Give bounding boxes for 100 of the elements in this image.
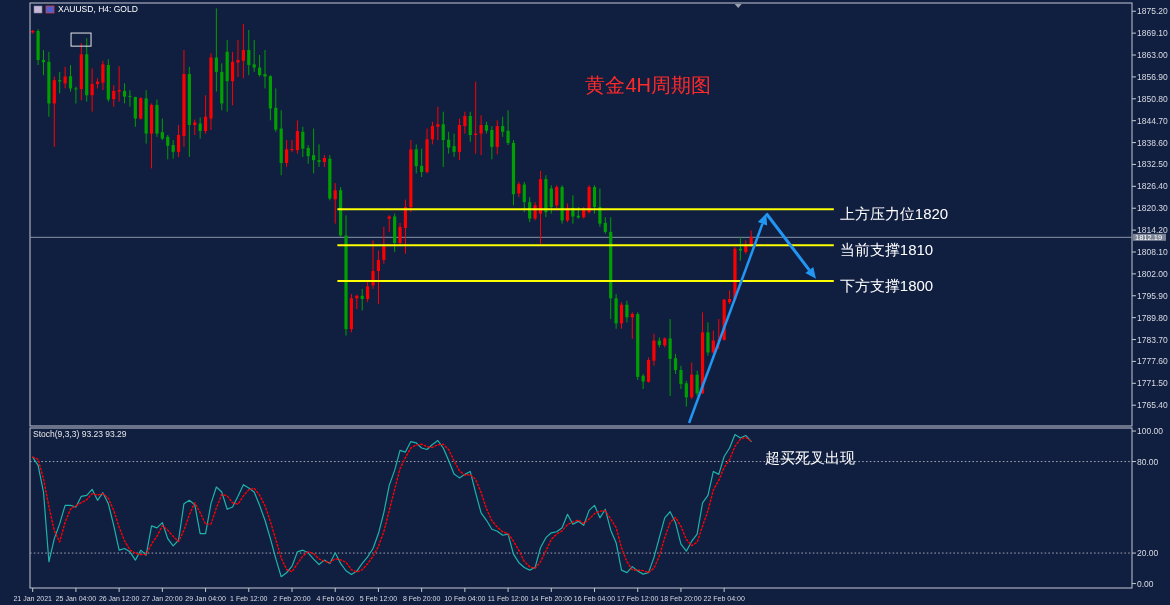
candlestick: [52, 76, 56, 148]
candlestick: [160, 118, 164, 141]
candlestick: [690, 362, 694, 400]
candlestick: [252, 39, 256, 73]
candlestick: [247, 29, 251, 76]
candlestick: [430, 121, 435, 145]
candlestick: [646, 356, 651, 384]
candlestick: [58, 71, 62, 94]
candlestick: [133, 96, 137, 128]
candlestick: [420, 148, 424, 178]
candlestick: [68, 64, 73, 93]
candlestick: [176, 124, 181, 158]
candlestick: [555, 184, 559, 210]
candlestick: [447, 131, 451, 155]
y-tick-label: 1869.10: [1137, 28, 1168, 39]
candlestick: [463, 111, 467, 135]
candlestick: [317, 143, 321, 168]
candlestick: [333, 182, 337, 225]
candlestick: [236, 39, 240, 78]
candlestick: [371, 240, 375, 290]
candlestick: [214, 7, 218, 93]
candlestick: [452, 133, 456, 158]
candlestick: [382, 226, 386, 265]
candlestick: [414, 143, 418, 174]
candlestick: [263, 49, 267, 89]
candlestick: [625, 300, 629, 323]
candlestick: [274, 87, 278, 133]
candlestick: [479, 114, 483, 156]
y-tick-label: 1802.00: [1137, 268, 1168, 279]
candlestick: [101, 60, 105, 91]
candlestick: [684, 380, 688, 408]
y-tick-label: 1832.50: [1137, 159, 1168, 170]
y-tick-label: 1771.50: [1137, 378, 1168, 389]
candlestick: [366, 281, 370, 303]
candlestick: [668, 318, 672, 397]
y-tick-label: 1808.10: [1137, 246, 1168, 257]
candlestick: [619, 301, 624, 330]
ref-line-label: 上方压力位1820: [839, 204, 949, 222]
y-tick-label: 0.00: [1137, 578, 1154, 589]
candlestick: [549, 184, 553, 215]
candlestick: [501, 116, 505, 138]
candlestick: [90, 67, 94, 113]
candlestick: [117, 65, 121, 103]
y-tick-label: 1783.70: [1137, 334, 1168, 345]
candlestick: [203, 94, 208, 135]
y-tick-label: 1789.80: [1137, 312, 1168, 323]
candlestick: [306, 144, 310, 165]
chart-title: Stoch(9,3,3) 93.23 93.29: [33, 429, 127, 439]
y-tick-label: 1875.20: [1137, 6, 1168, 17]
candlestick: [706, 321, 710, 357]
candlestick: [241, 23, 245, 79]
y-tick-label: 1820.30: [1137, 203, 1168, 214]
y-tick-label: 100.00: [1137, 426, 1164, 437]
candlestick: [139, 96, 143, 121]
candlestick: [295, 119, 299, 155]
candlestick: [436, 106, 440, 141]
candlestick: [122, 82, 127, 104]
candlestick: [312, 128, 316, 174]
text: 黄金4H周期图: [585, 74, 712, 96]
candlestick: [679, 365, 683, 390]
candlestick: [630, 311, 634, 340]
y-tick-label: 1765.40: [1137, 400, 1168, 411]
candlestick: [673, 353, 678, 375]
y-tick-label: 1856.90: [1137, 71, 1168, 82]
candlestick: [468, 111, 472, 143]
candlestick: [166, 134, 170, 160]
candlestick: [506, 109, 510, 146]
candlestick: [522, 181, 526, 213]
ref-line-label: 下方支撑1800: [839, 276, 934, 294]
candlestick: [592, 184, 597, 215]
candlestick: [738, 236, 742, 262]
candlestick: [171, 139, 175, 160]
y-tick-label: 1838.60: [1137, 137, 1168, 148]
candlestick: [128, 89, 132, 108]
candlestick: [495, 119, 499, 155]
candlestick: [490, 125, 494, 160]
candlestick: [652, 333, 656, 367]
y-tick-label: 1850.80: [1137, 93, 1168, 104]
candlestick: [398, 222, 402, 247]
candlestick: [360, 288, 364, 311]
ref-line-label: 当前支撑1810: [839, 240, 934, 258]
candlestick: [641, 373, 645, 390]
y-tick-label: 20.00: [1137, 548, 1159, 559]
y-tick-label: 1777.60: [1137, 356, 1168, 367]
candlestick: [112, 84, 116, 108]
candlestick: [301, 126, 305, 158]
y-tick-label: 1863.00: [1137, 50, 1168, 61]
candlestick: [598, 187, 602, 228]
annotation: XAUUSD, H4: GOLD: [58, 4, 138, 14]
candlestick: [376, 250, 381, 305]
candlestick: [695, 370, 699, 397]
candlestick: [290, 139, 294, 153]
candlestick: [284, 139, 289, 168]
y-tick-label: 80.00: [1137, 456, 1159, 467]
y-tick-label: 1826.40: [1137, 181, 1168, 192]
candlestick: [441, 111, 445, 168]
candlestick: [74, 86, 78, 104]
candlestick: [230, 51, 235, 106]
y-tick-label: 1795.90: [1137, 290, 1168, 301]
annotation: 超买死叉出现: [764, 448, 855, 466]
